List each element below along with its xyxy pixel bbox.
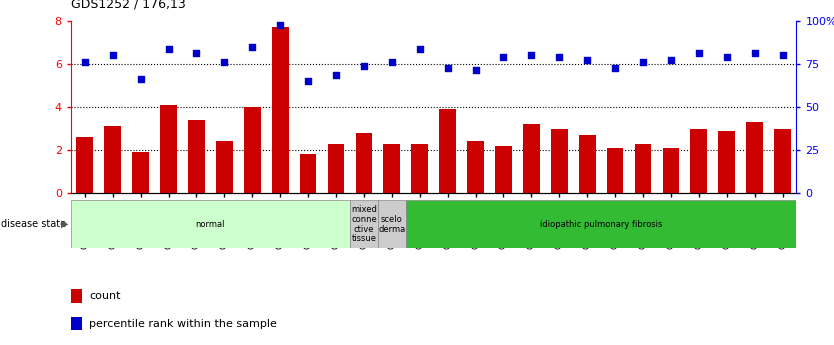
Point (329, 72, 343, 77)
Point (776, 52, 789, 58)
Point (78, 59, 92, 65)
Bar (411, 144, 428, 193)
Bar (746, 122, 763, 193)
Point (190, 50, 203, 56)
Bar (77, 137, 93, 193)
Bar (160, 105, 177, 193)
Point (413, 46, 426, 51)
Point (162, 46, 175, 51)
Point (134, 76, 148, 82)
Bar (350, 200, 378, 248)
Point (580, 57, 594, 62)
Point (720, 55, 733, 60)
Point (385, 59, 399, 65)
Text: ▶: ▶ (61, 219, 68, 229)
Bar (467, 141, 484, 193)
Bar (579, 135, 595, 193)
Bar (216, 141, 233, 193)
Point (608, 66, 621, 71)
Bar (188, 120, 205, 193)
Point (106, 52, 119, 58)
Bar (551, 129, 568, 193)
Point (664, 57, 677, 62)
Point (245, 44, 259, 49)
Bar (495, 146, 512, 193)
Point (274, 22, 287, 28)
Bar (440, 109, 456, 193)
Bar (406, 200, 796, 248)
Bar (244, 107, 261, 193)
Bar (384, 144, 400, 193)
Point (636, 59, 650, 65)
Bar (104, 126, 121, 193)
Point (748, 50, 761, 56)
Point (469, 68, 482, 73)
Text: idiopathic pulmonary fibrosis: idiopathic pulmonary fibrosis (540, 220, 662, 229)
Bar (133, 152, 149, 193)
Text: mixed
conne
ctive
tissue: mixed conne ctive tissue (351, 205, 377, 243)
Bar (718, 131, 735, 193)
Bar (378, 200, 406, 248)
Text: normal: normal (196, 220, 225, 229)
Point (525, 52, 538, 58)
Text: percentile rank within the sample: percentile rank within the sample (89, 318, 277, 328)
Point (692, 50, 706, 56)
Bar (606, 148, 624, 193)
Bar (71, 289, 82, 303)
Point (441, 66, 455, 71)
Point (497, 55, 510, 60)
Point (357, 63, 370, 69)
Bar (71, 317, 82, 331)
Bar (635, 144, 651, 193)
Bar (71, 200, 350, 248)
Bar (355, 133, 372, 193)
Bar (662, 148, 679, 193)
Bar (272, 27, 289, 193)
Point (553, 55, 566, 60)
Bar (774, 129, 791, 193)
Bar (691, 129, 707, 193)
Text: count: count (89, 291, 121, 301)
Point (218, 59, 231, 65)
Bar (328, 144, 344, 193)
Text: GDS1252 / 176,13: GDS1252 / 176,13 (71, 0, 186, 10)
Bar (523, 124, 540, 193)
Bar (299, 155, 316, 193)
Text: scelo
derma: scelo derma (378, 215, 405, 234)
Text: disease state: disease state (1, 219, 66, 229)
Point (301, 78, 314, 84)
